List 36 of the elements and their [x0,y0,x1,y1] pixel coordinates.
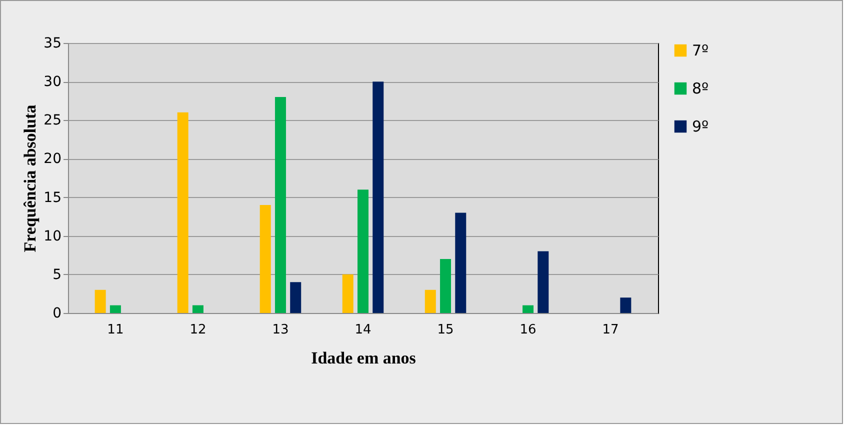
y-tick-label: 20 [44,151,62,168]
y-tick-label: 0 [52,306,62,322]
bar [192,305,204,313]
bar [94,290,106,313]
legend-label: 7º [692,42,709,60]
x-tick-label: 15 [437,322,454,338]
bar [372,82,384,313]
legend-label: 9º [692,118,709,136]
bar [440,259,452,313]
x-tick-label: 16 [520,322,536,338]
y-tick-label: 25 [44,112,62,129]
x-tick-label: 17 [602,322,619,338]
y-tick-label: 15 [44,190,62,206]
bar [342,274,354,313]
bar [274,97,286,313]
x-tick-label: 13 [272,322,289,338]
y-axis-title: Frequência absoluta [20,104,40,252]
bar [538,251,549,313]
bar [522,305,534,313]
x-axis-title: Idade em anos [311,348,416,368]
y-tick-label: 10 [44,228,62,244]
bar [620,298,632,313]
bar [110,305,121,313]
x-tick-label: 11 [107,322,124,338]
x-tick-label: 14 [354,322,372,338]
bar [177,112,188,313]
bar [290,282,302,313]
bar [358,190,368,313]
x-tick-label: 12 [190,322,206,338]
y-tick-label: 35 [44,36,62,52]
bar [260,205,271,313]
bar [455,212,466,313]
y-tick-label: 30 [44,74,62,90]
legend-label: 8º [692,80,709,98]
bar [424,290,436,313]
y-tick-label: 5 [52,266,62,283]
